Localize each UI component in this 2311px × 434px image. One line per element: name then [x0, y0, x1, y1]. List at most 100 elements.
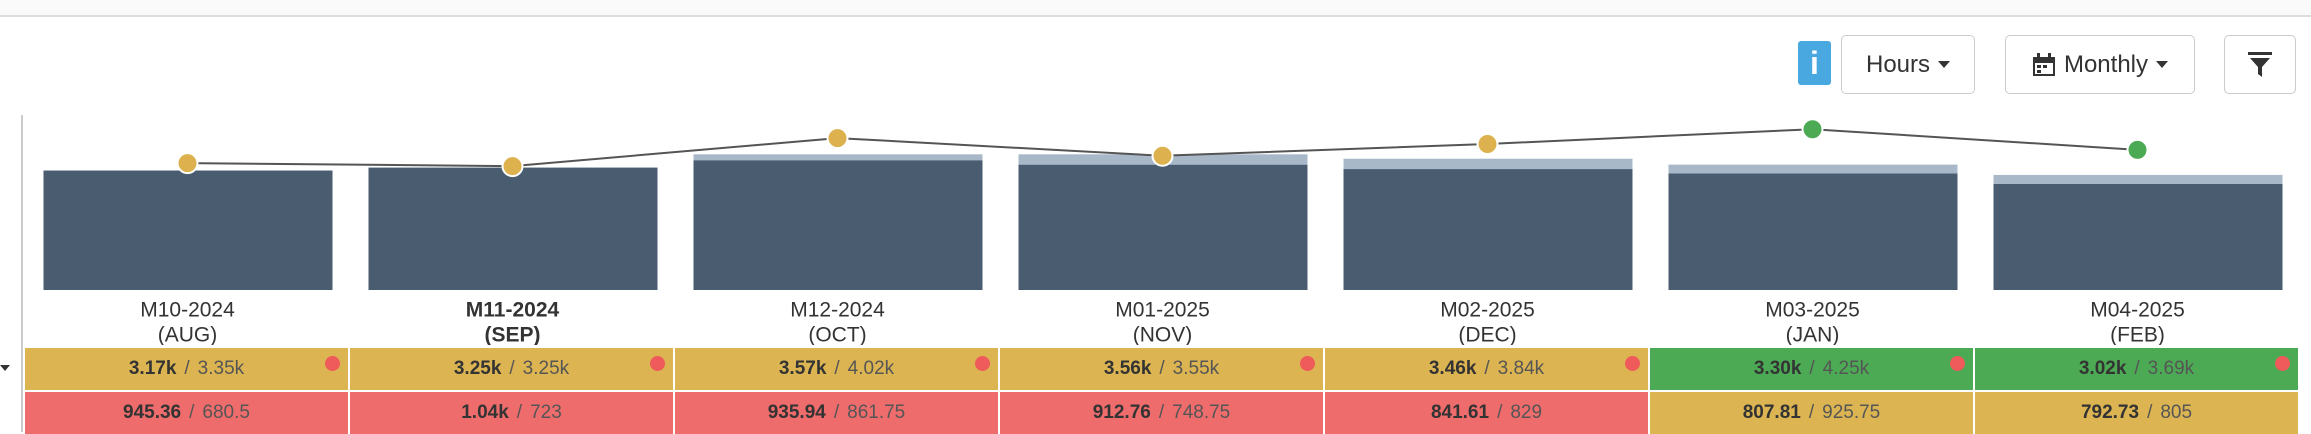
table-cell: 3.17k / 3.35k: [25, 348, 350, 390]
x-tick-label: M02-2025: [1440, 299, 1535, 322]
cell-value: 807.81: [1742, 402, 1801, 423]
x-tick-label: M01-2025: [1115, 299, 1210, 322]
table-cell: 792.73 / 805: [1975, 392, 2300, 434]
info-button[interactable]: i: [1798, 41, 1831, 85]
units-label: Hours: [1865, 50, 1931, 78]
cell-value: 3.57k: [778, 358, 827, 379]
cell-target: 748.75: [1172, 402, 1231, 423]
cell-separator: /: [1159, 358, 1165, 379]
cell-value: 841.61: [1430, 402, 1490, 423]
cell-target: 3.69k: [2147, 358, 2195, 379]
bar: [1343, 158, 1633, 170]
line-point: [826, 127, 849, 150]
cell-value: 792.73: [2080, 402, 2140, 423]
bar: [1343, 169, 1633, 290]
cell-value: 945.36: [123, 402, 182, 423]
line-point: [176, 152, 199, 175]
cell-separator: /: [2147, 402, 2153, 423]
cell-separator: /: [2134, 358, 2140, 379]
cell-target: 4.02k: [847, 358, 895, 379]
x-tick-sublabel: (OCT): [808, 324, 866, 345]
table-cell: 841.61 / 829: [1325, 392, 1650, 434]
bar: [693, 160, 983, 290]
line-point: [2126, 138, 2149, 161]
table-cell: 3.30k / 4.25k: [1650, 348, 1975, 390]
table-cell: 3.25k / 3.25k: [350, 348, 675, 390]
top-border: [0, 0, 2311, 17]
cell-separator: /: [834, 358, 840, 379]
bar: [1668, 173, 1958, 290]
cell-target: 925.75: [1822, 402, 1881, 423]
cell-target: 723: [530, 402, 562, 423]
cell-value: 3.02k: [2078, 358, 2127, 379]
bar: [693, 154, 983, 161]
line-point: [1801, 118, 1824, 141]
period-dropdown[interactable]: Monthly: [2005, 35, 2195, 94]
alert-dot: [1950, 356, 1965, 371]
x-tick-sublabel: (JAN): [1786, 324, 1840, 345]
filter-icon: [2248, 51, 2272, 77]
table-cell: 3.02k / 3.69k: [1975, 348, 2300, 390]
table-cell: 945.36 / 680.5: [25, 392, 350, 434]
cell-separator: /: [189, 402, 195, 423]
table-cell: 912.76 / 748.75: [1000, 392, 1325, 434]
cell-value: 3.56k: [1103, 358, 1152, 379]
cell-separator: /: [1808, 402, 1815, 423]
alert-dot: [2275, 356, 2290, 371]
bar: [1993, 174, 2283, 184]
bar: [43, 170, 333, 290]
cell-value: 3.25k: [453, 358, 502, 379]
cell-separator: /: [516, 402, 523, 423]
cell-value: 3.46k: [1428, 358, 1477, 379]
units-dropdown[interactable]: Hours: [1841, 35, 1975, 94]
table-cell: 3.46k / 3.84k: [1325, 348, 1650, 390]
bar: [1668, 164, 1958, 174]
caret: [1938, 61, 1951, 68]
calendar-icon: [2032, 52, 2055, 76]
cell-target: 3.25k: [522, 358, 570, 379]
cell-target: 861.75: [847, 402, 906, 423]
alert-dot: [650, 356, 665, 371]
alert-dot: [1625, 356, 1640, 371]
line-point: [501, 155, 524, 178]
filter-button[interactable]: [2224, 35, 2296, 94]
bar: [1993, 183, 2283, 290]
x-tick-sublabel: (DEC): [1458, 324, 1516, 345]
x-tick-label: M10-2024: [140, 299, 235, 322]
table-cell: 3.57k / 4.02k: [675, 348, 1000, 390]
cell-value: 935.94: [767, 402, 826, 423]
period-label: Monthly: [2063, 50, 2149, 78]
alert-dot: [975, 356, 990, 371]
cell-target: 3.84k: [1497, 358, 1545, 379]
cell-separator: /: [1497, 402, 1503, 423]
cell-target: 680.5: [202, 402, 250, 423]
caret: [2156, 61, 2169, 68]
alert-dot: [1300, 356, 1315, 371]
cell-value: 3.30k: [1753, 358, 1802, 379]
cell-value: 1.04k: [461, 402, 509, 423]
line-point: [1151, 144, 1174, 167]
cell-value: 3.17k: [128, 358, 177, 379]
cell-separator: /: [1809, 358, 1815, 379]
x-tick-sublabel: (AUG): [158, 324, 218, 345]
cell-target: 3.55k: [1172, 358, 1220, 379]
table-cell: 935.94 / 861.75: [675, 392, 1000, 434]
alert-dot: [325, 356, 340, 371]
cell-value: 912.76: [1092, 402, 1151, 423]
x-tick-sublabel: (SEP): [484, 324, 540, 345]
line-point: [1476, 132, 1499, 155]
x-tick-label: M03-2025: [1765, 299, 1860, 322]
bar: [368, 167, 658, 290]
x-tick-label: M04-2025: [2090, 299, 2185, 322]
bar: [1018, 164, 1308, 290]
chart: M10-2024(AUG) M11-2024(SEP) M12-2024(OCT) M…: [43, 118, 2283, 345]
cell-separator: /: [184, 358, 190, 379]
cell-target: 4.25k: [1822, 358, 1870, 379]
cell-target: 829: [1510, 402, 1543, 423]
table-cell: 3.56k / 3.55k: [1000, 348, 1325, 390]
cell-separator: /: [509, 358, 515, 379]
x-tick-sublabel: (NOV): [1133, 324, 1193, 345]
cell-separator: /: [1158, 402, 1165, 423]
table-cell: 807.81 / 925.75: [1650, 392, 1975, 434]
